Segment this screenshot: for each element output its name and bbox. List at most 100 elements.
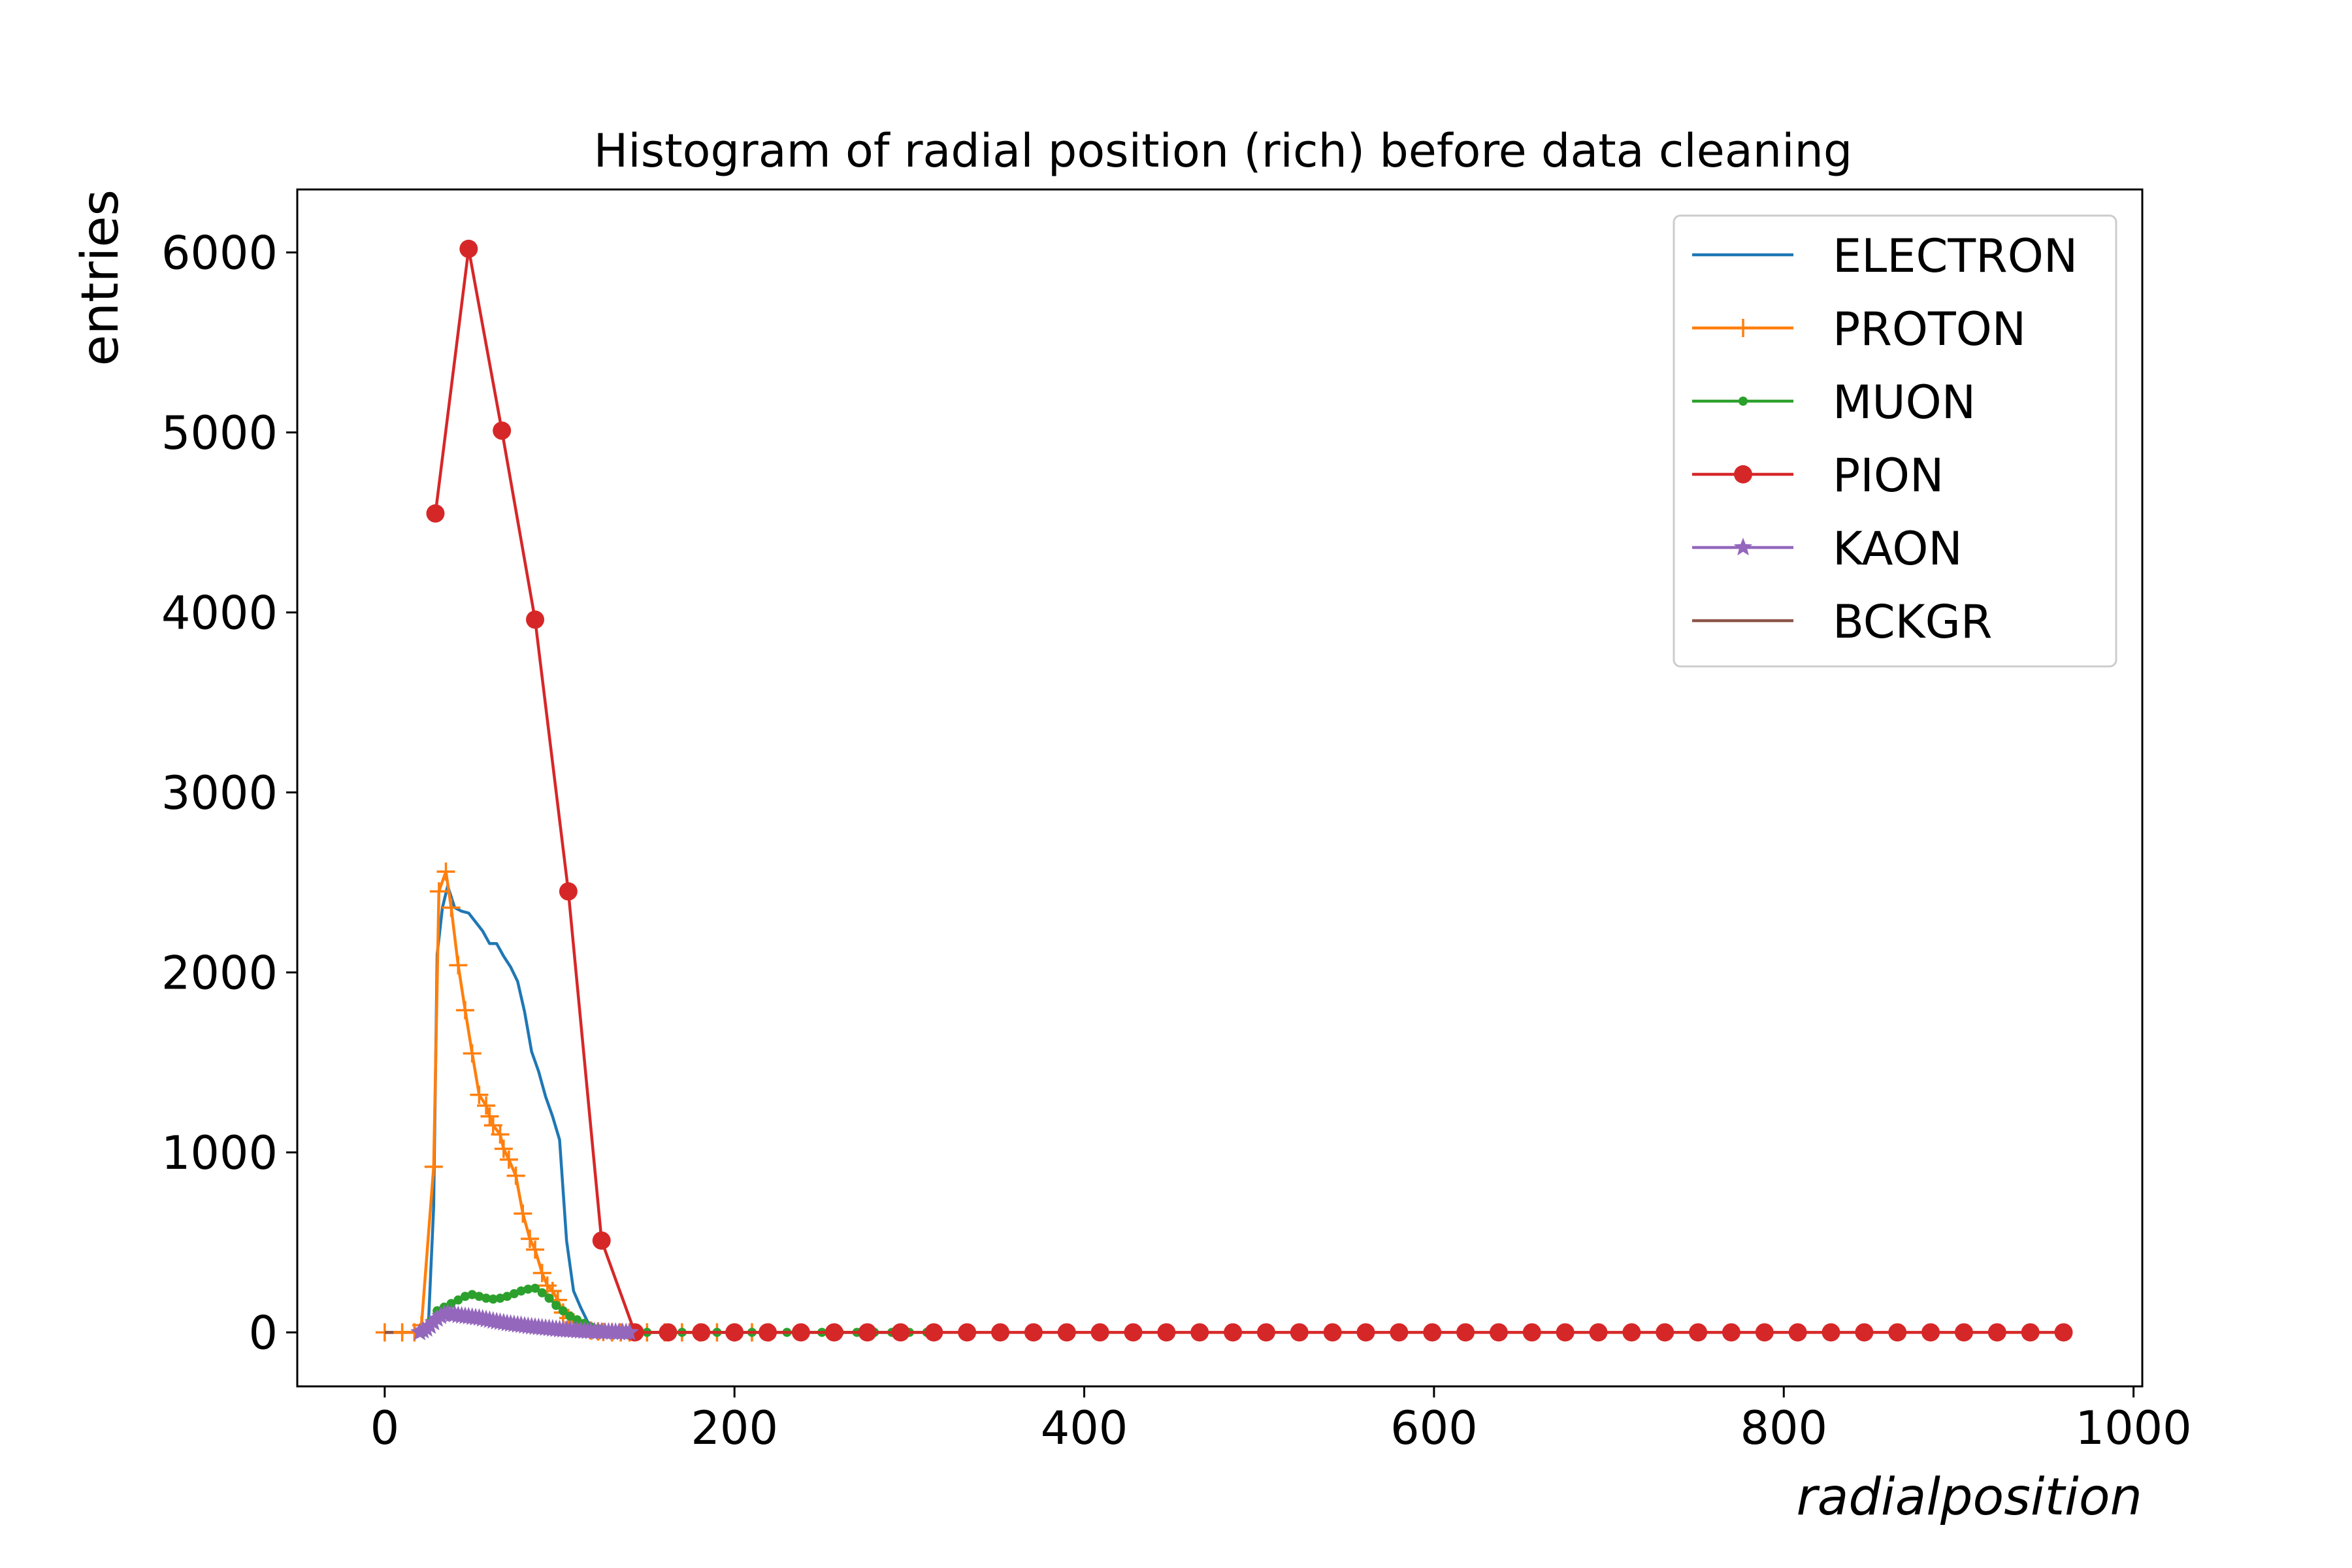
data-point-pion [1987,1323,2006,1342]
data-point-muon [460,1292,470,1301]
data-point-proton [532,1264,551,1282]
data-point-muon [565,1311,575,1321]
data-point-muon [446,1299,456,1309]
legend-marker-kaon [1733,538,1753,556]
data-point-proton [480,1107,499,1126]
data-point-pion [459,239,478,258]
data-point-pion [1323,1323,1342,1342]
data-point-pion [526,610,545,629]
data-point-pion [1589,1323,1608,1342]
data-point-muon [474,1292,484,1301]
data-point-pion [1224,1323,1243,1342]
data-point-muon [509,1289,519,1299]
data-point-pion [2054,1323,2073,1342]
data-point-pion [991,1323,1010,1342]
x-tick-label: 800 [1740,1401,1827,1455]
series-line-electron [384,884,909,1334]
data-point-pion [1057,1323,1076,1342]
y-tick-label: 5000 [161,406,278,460]
data-point-pion [1722,1323,1740,1342]
legend-item-pion: PION [1692,449,1944,502]
data-point-muon [558,1306,568,1316]
y-tick-label: 6000 [161,226,278,280]
data-point-proton [449,956,468,975]
data-point-proton [424,1157,443,1176]
y-tick-label: 4000 [161,586,278,640]
data-point-pion [1821,1323,1840,1342]
data-point-muon [544,1294,554,1303]
legend-item-bckgr: BCKGR [1692,595,1992,649]
data-point-pion [1855,1323,1874,1342]
x-tick-label: 1000 [2076,1401,2192,1455]
data-point-proton [470,1085,489,1104]
data-point-pion [493,421,512,440]
data-point-muon [531,1283,540,1293]
data-point-pion [426,504,445,523]
data-point-pion [1356,1323,1375,1342]
y-axis-label: entries [71,189,130,366]
data-point-proton [514,1204,532,1223]
y-axis-ticks: 0 1000 2000 3000 4000 5000 6000 [161,226,297,1360]
data-point-pion [1456,1323,1475,1342]
data-point-proton [491,1125,510,1144]
legend-label-kaon: KAON [1833,522,1963,576]
x-axis-label: radialposition [1797,1468,2142,1527]
legend-marker-proton [1734,319,1752,337]
legend-label-bckgr: BCKGR [1833,595,1992,649]
data-point-pion [592,1231,611,1250]
data-point-pion [1689,1323,1708,1342]
data-point-pion [1390,1323,1409,1342]
data-point-pion [692,1323,711,1342]
data-point-pion [1489,1323,1508,1342]
legend-label-proton: PROTON [1833,302,2026,356]
data-point-proton [499,1150,518,1169]
data-point-proton [526,1240,545,1259]
data-point-proton [506,1166,525,1185]
legend-marker-pion [1734,465,1752,483]
data-point-pion [1888,1323,1907,1342]
legend: ELECTRON PROTON MUON PION KAON BCKGR [1673,214,2117,668]
chart-title: Histogram of radial position (rich) befo… [594,124,1853,178]
x-tick-label: 200 [691,1401,778,1455]
legend-label-electron: ELECTRON [1833,229,2078,283]
legend-marker-muon [1739,397,1748,406]
data-point-proton [442,898,461,917]
data-point-pion [1556,1323,1575,1342]
data-point-pion [1024,1323,1043,1342]
data-point-muon [488,1294,498,1304]
series-pion [426,239,2073,1342]
legend-label-muon: MUON [1833,376,1976,429]
data-point-proton [463,1044,482,1063]
data-point-pion [825,1323,843,1342]
series-line-proton [384,870,770,1334]
data-point-pion [791,1323,810,1342]
data-point-muon [502,1292,512,1301]
legend-label-pion: PION [1833,449,1944,502]
data-point-proton [436,862,455,881]
plot-area [296,188,2144,1388]
data-point-pion [2021,1323,2040,1342]
data-point-pion [1622,1323,1641,1342]
data-point-muon [495,1294,505,1303]
data-point-pion [924,1323,943,1342]
data-point-pion [1921,1323,1940,1342]
x-tick-label: 600 [1390,1401,1478,1455]
data-point-muon [537,1288,547,1298]
data-point-pion [1522,1323,1541,1342]
series-layer [375,239,2073,1342]
data-point-pion [1423,1323,1442,1342]
series-proton [375,862,779,1342]
data-point-muon [523,1284,533,1294]
data-point-pion [1190,1323,1209,1342]
data-point-pion [891,1323,910,1342]
data-point-muon [453,1295,463,1305]
data-point-pion [1157,1323,1176,1342]
y-tick-label: 1000 [161,1126,278,1180]
data-point-pion [1290,1323,1309,1342]
x-tick-label: 400 [1041,1401,1128,1455]
data-point-proton [477,1096,496,1115]
data-point-pion [725,1323,744,1342]
data-point-kaon [620,1322,639,1341]
legend-item-muon: MUON [1692,376,1976,429]
data-point-muon [572,1315,582,1325]
